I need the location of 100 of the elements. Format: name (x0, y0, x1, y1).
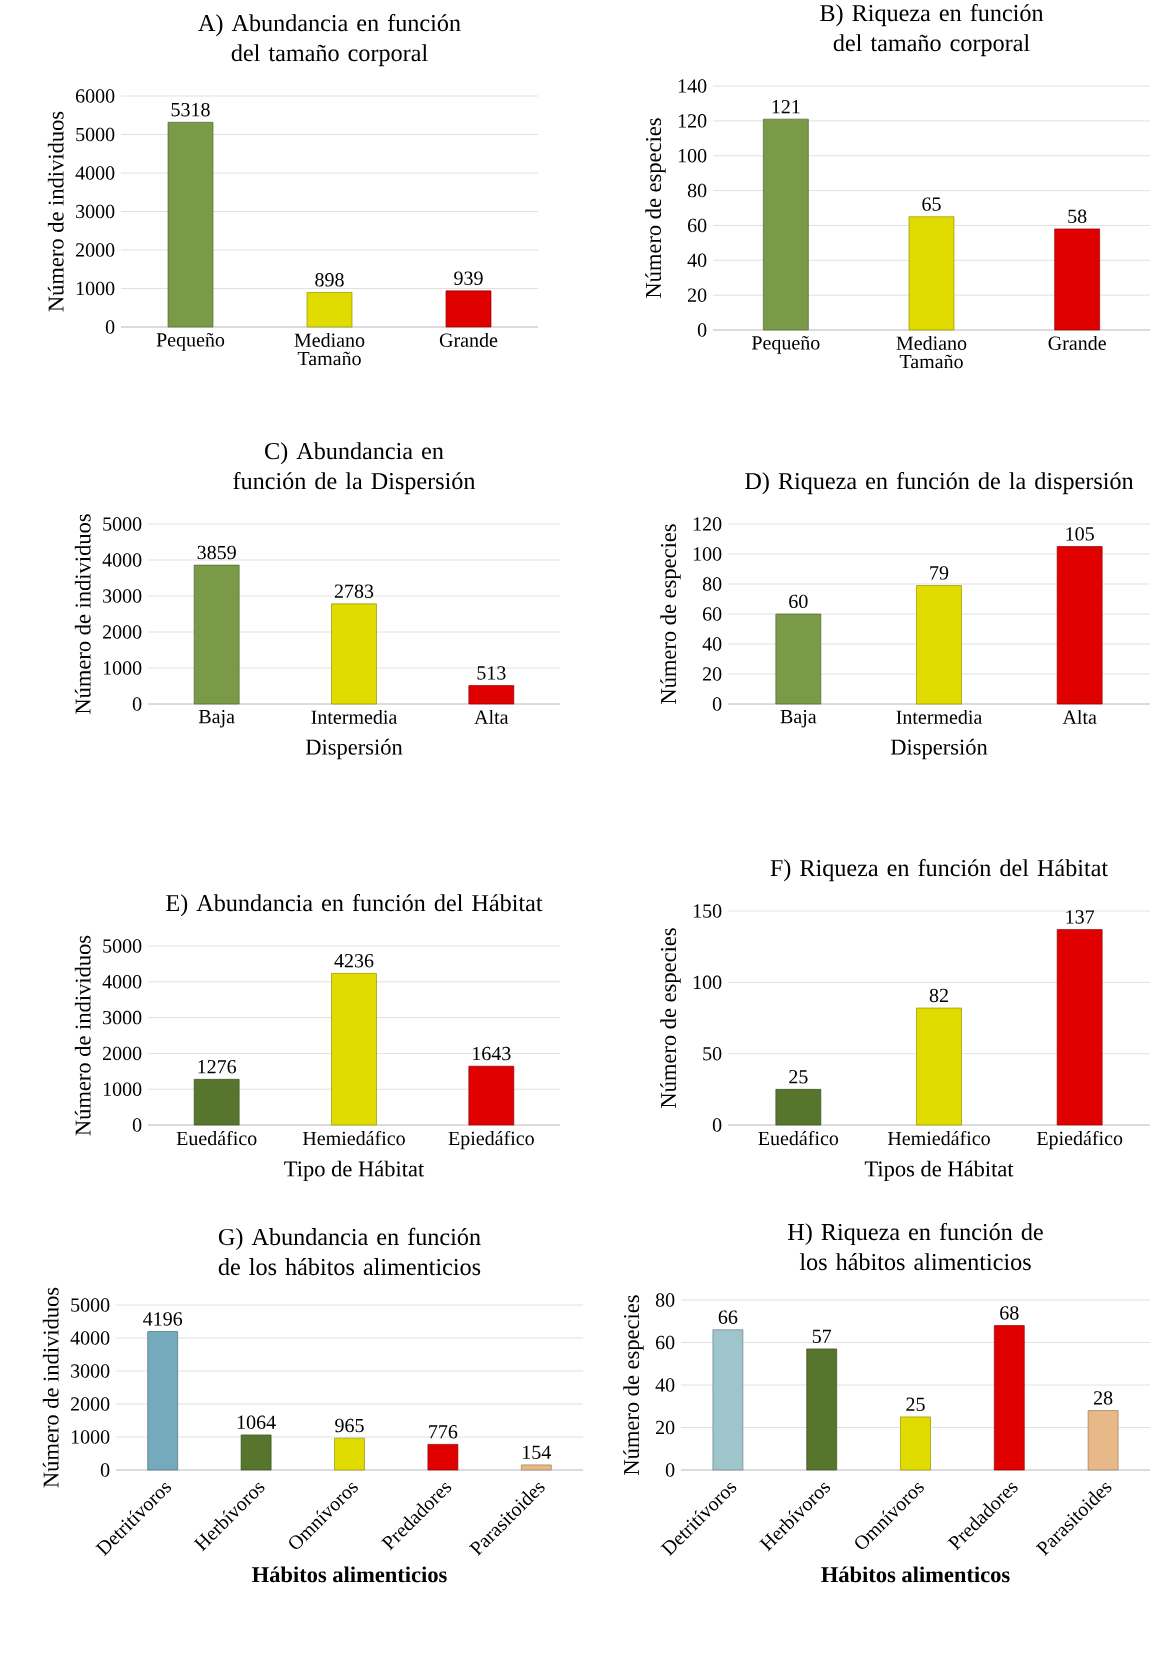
y-tick-label: 1000 (103, 661, 142, 675)
y-tick-label: 2000 (76, 243, 115, 257)
x-tick-label: Alta (1062, 709, 1097, 724)
x-tick-label: Euedáfico (758, 1130, 839, 1146)
y-tick-label: 120 (693, 517, 722, 531)
bar (331, 603, 377, 705)
data-label: 965 (335, 1418, 364, 1433)
bar (1054, 228, 1100, 331)
x-axis-title: Tipo de Hábitat (284, 1160, 425, 1182)
y-tick-label: 1000 (71, 1430, 110, 1444)
data-label: 1276 (198, 1060, 237, 1074)
y-axis-title: Número de individuos (47, 111, 64, 312)
y-tick-label: 3000 (76, 204, 115, 219)
data-label: 1064 (237, 1415, 276, 1429)
data-label: 68 (1000, 1306, 1019, 1320)
y-tick-label: 60 (702, 607, 722, 621)
y-tick-label: 40 (702, 637, 722, 651)
data-label: 154 (523, 1445, 551, 1460)
y-tick-label: 60 (687, 218, 707, 233)
y-tick-label: 100 (678, 148, 707, 163)
data-label: 1643 (473, 1046, 511, 1061)
y-axis-title: Número de individuos (42, 1287, 59, 1488)
data-label: 4236 (334, 954, 374, 968)
data-label: 898 (315, 273, 344, 287)
chart-title: B) Riqueza en función del tamaño corporal (820, 3, 1044, 57)
y-tick-label: 40 (687, 253, 707, 268)
y-tick-label: 5000 (76, 127, 115, 142)
bar (1056, 546, 1103, 705)
x-axis-title: Dispersión (305, 738, 403, 760)
bar (762, 118, 809, 331)
data-label: 79 (930, 566, 949, 580)
x-axis-title: Hábitos alimenticos (821, 1566, 1010, 1583)
chart-title: D) Riqueza en función de la dispersión (745, 471, 1134, 495)
x-axis-title: Hábitos alimenticios (252, 1566, 447, 1583)
y-tick-label: 0 (697, 323, 707, 337)
y-tick-label: 2000 (103, 1046, 142, 1061)
bar (331, 973, 377, 1126)
x-axis-title: Tipos de Hábitat (864, 1160, 1014, 1182)
bar (147, 1331, 179, 1471)
chart-title: G) Abundancia en función de los hábitos alimenticios (218, 1227, 481, 1276)
x-tick-label: Grande (439, 332, 498, 347)
y-tick-label: 6000 (75, 89, 115, 103)
bar (193, 564, 240, 705)
data-label: 121 (772, 99, 800, 114)
bar (1056, 929, 1103, 1126)
y-tick-label: 50 (703, 1046, 722, 1061)
x-tick-label: Grande (1048, 335, 1106, 350)
y-tick-label: 1000 (103, 1082, 142, 1096)
y-tick-label: 3000 (103, 1010, 142, 1025)
y-tick-label: 4000 (102, 975, 142, 989)
data-label: 28 (1093, 1391, 1113, 1405)
y-tick-label: 80 (702, 577, 722, 591)
chart-title: F) Riqueza en función del Hábitat (770, 858, 1109, 882)
bar (240, 1434, 272, 1471)
chart-title: H) Riqueza en función de los hábitos alimenticios (788, 1222, 1043, 1271)
x-tick-label: Mediano Tamaño (294, 332, 365, 366)
y-axis-title: Número de especies (645, 118, 666, 298)
y-axis-title: Número de individuos (74, 935, 91, 1136)
data-label: 137 (1066, 910, 1095, 924)
y-tick-label: 150 (693, 904, 722, 918)
data-label: 58 (1068, 209, 1087, 224)
data-label: 25 (906, 1397, 925, 1411)
bar (712, 1329, 744, 1471)
y-tick-label: 1000 (76, 281, 115, 296)
y-tick-label: 5000 (103, 939, 142, 953)
x-tick-label: Hemiedáfico (887, 1130, 990, 1146)
bar (775, 613, 822, 705)
x-tick-label: Intermedia (896, 709, 983, 724)
y-tick-label: 100 (693, 547, 722, 561)
data-label: 82 (929, 988, 948, 1003)
y-tick-label: 20 (656, 1420, 675, 1435)
y-axis-title: Número de individuos (74, 514, 91, 714)
data-label: 939 (454, 271, 483, 285)
x-tick-label: Baja (198, 709, 235, 728)
data-label: 57 (812, 1329, 832, 1343)
y-tick-label: 120 (678, 114, 707, 128)
bar (806, 1348, 838, 1471)
data-label: 5318 (171, 102, 210, 117)
y-tick-label: 80 (655, 1293, 675, 1307)
chart-title: E) Abundancia en función del Hábitat (166, 893, 543, 917)
y-tick-label: 140 (678, 79, 707, 93)
data-label: 4196 (143, 1312, 183, 1326)
y-tick-label: 0 (132, 697, 142, 711)
x-tick-label: Pequeño (156, 332, 225, 351)
x-tick-label: Epiedáfico (448, 1130, 534, 1150)
data-label: 3859 (197, 545, 236, 560)
y-tick-label: 100 (693, 975, 722, 990)
y-tick-label: 20 (688, 288, 707, 302)
bar (775, 1089, 822, 1126)
y-tick-label: 4000 (70, 1331, 110, 1345)
y-axis-title: Número de especies (660, 928, 681, 1108)
data-label: 25 (789, 1070, 808, 1084)
bar (1087, 1410, 1119, 1471)
x-tick-label: Intermedia (311, 709, 398, 724)
y-tick-label: 4000 (102, 553, 142, 567)
data-label: 2783 (334, 584, 374, 598)
y-tick-label: 0 (712, 1118, 722, 1132)
y-axis-title: Número de especies (660, 524, 681, 704)
x-axis-title: Dispersión (890, 738, 988, 760)
y-tick-label: 5000 (103, 517, 142, 531)
